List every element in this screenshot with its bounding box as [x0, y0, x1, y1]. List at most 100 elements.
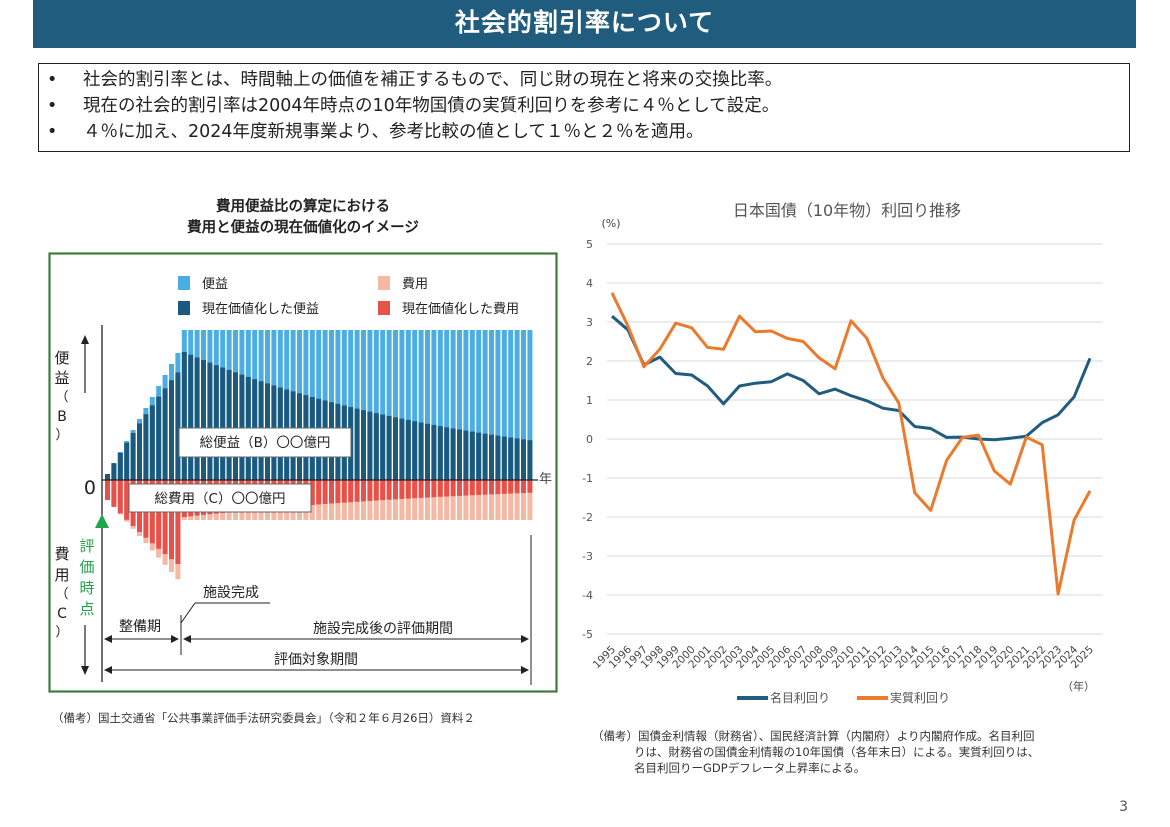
cost-axis-label: 費 用 （ C ） [54, 545, 69, 640]
pv-benefit-bar [162, 388, 168, 480]
pv-benefit-bar [527, 440, 533, 480]
zero-label: 0 [84, 477, 96, 499]
y-tick-label: -2 [582, 511, 593, 524]
pv-benefit-bar [130, 432, 136, 480]
y-tick-label: -1 [582, 472, 593, 485]
pv-cost-bar [405, 480, 411, 499]
pv-cost-bar [162, 480, 168, 555]
legend-pv-benefit-label: 現在価値化した便益 [202, 301, 319, 317]
pv-cost-bar [386, 480, 392, 500]
benefit-bar [431, 330, 437, 480]
facility-complete-label: 施設完成 [203, 585, 259, 601]
pv-benefit-bar [469, 431, 475, 480]
cost-bar [476, 480, 482, 520]
benefit-bar [489, 330, 494, 480]
pv-benefit-bar [418, 422, 424, 480]
chart-grid [607, 243, 1103, 635]
pv-benefit-bar [194, 357, 200, 480]
figure-legend: 便益 現在価値化した便益 費用 現在価値化した費用 [178, 276, 519, 317]
post-eval-arrow-right [521, 635, 529, 643]
pv-benefit-bar [393, 417, 398, 480]
benefit-bar [393, 330, 398, 480]
cost-bar [457, 480, 462, 520]
cost-bar [469, 480, 475, 520]
cost-bar [418, 480, 424, 520]
pv-cost-bar [469, 480, 475, 496]
cost-bar [412, 480, 418, 520]
benefit-bar [469, 330, 475, 480]
cost-arrow-head [81, 666, 89, 675]
benefit-bar [361, 330, 366, 480]
benefit-bar [399, 330, 405, 480]
eval-target-arrow-left [104, 666, 112, 674]
pv-benefit-bar [361, 410, 366, 480]
construction-arrow-left [104, 635, 112, 643]
benefit-bar [521, 330, 526, 480]
pv-benefit-bar [124, 442, 130, 480]
benefit-arrow-head [81, 335, 89, 344]
cost-bar [463, 480, 469, 520]
right-source-note-2: りは、財務省の国債金利情報の10年国債（各年末日）による。実質利回りは、 [634, 745, 1040, 759]
pv-benefit-bar [181, 352, 187, 480]
pv-benefit-bar [373, 413, 379, 480]
cost-bar [501, 480, 507, 520]
x-unit-label: （年） [1062, 679, 1095, 693]
pv-cost-bar [169, 480, 174, 560]
pv-benefit-bar [437, 426, 443, 480]
legend-label-real: 実質利回り [890, 690, 950, 705]
series-line-real [610, 292, 1092, 596]
benefit-bar [348, 330, 354, 480]
svg-text:）: ） [55, 625, 68, 640]
pv-cost-bar [329, 480, 334, 504]
bullet-item: 現在の社会的割引率は2004年時点の10年物国債の実質利回りを参考に４％として設… [39, 93, 1129, 119]
eval-point-label: 評 価 時 点 [79, 537, 94, 618]
pv-benefit-bar [156, 396, 162, 480]
total-cost-box [128, 483, 312, 513]
bullet-item: ４％に加え、2024年度新規事業より、参考比較の値として１％と２％を適用。 [39, 119, 1129, 145]
eval-point-marker [95, 514, 109, 528]
svg-text:用: 用 [54, 566, 69, 584]
pv-benefit-bar [521, 439, 526, 480]
pv-benefit-bar [457, 429, 462, 480]
pv-cost-bar [437, 480, 443, 497]
y-tick-label: -5 [582, 628, 593, 641]
cost-bar [425, 480, 430, 520]
construction-period-label: 整備期 [119, 619, 161, 635]
pv-cost-bar [418, 480, 424, 498]
svg-text:（: （ [55, 587, 68, 602]
benefit-bar [463, 330, 469, 480]
pv-cost-bar [425, 480, 430, 498]
legend-pv-benefit-swatch [178, 301, 190, 315]
pv-benefit-bar [226, 369, 232, 480]
benefit-bar [482, 330, 488, 480]
pv-benefit-bar [354, 408, 360, 480]
pv-benefit-bar [425, 423, 430, 480]
benefit-bar [508, 330, 514, 480]
pv-cost-bar [322, 480, 328, 504]
cost-bar [527, 480, 533, 520]
svg-text:点: 点 [79, 600, 94, 618]
cost-bar [437, 480, 443, 520]
y-unit-label: (%) [601, 217, 620, 230]
y-tick-label: 1 [586, 394, 593, 407]
pv-cost-bar [444, 480, 450, 497]
cost-bar [393, 480, 398, 520]
cost-bar [405, 480, 411, 520]
svg-text:評: 評 [79, 537, 94, 555]
pv-benefit-bar [405, 419, 411, 480]
pv-benefit-bar [463, 430, 469, 480]
pv-cost-bar [156, 480, 162, 549]
pv-cost-bar [450, 480, 456, 497]
pv-cost-bar [476, 480, 482, 495]
pv-benefit-bar [444, 427, 450, 480]
pv-benefit-bar [175, 372, 181, 480]
benefit-bar [341, 330, 347, 480]
pv-benefit-bar [105, 474, 110, 480]
legend-cost-label: 費用 [402, 277, 428, 292]
pv-cost-bar [508, 480, 514, 494]
pv-cost-bar [457, 480, 462, 496]
svg-text:時: 時 [79, 579, 94, 597]
right-source-note-1: （備考）国債金利情報（財務省）、国民経済計算（内閣府）より内閣府作成。名目利回 [592, 729, 1035, 743]
pv-cost-bar [175, 480, 181, 565]
pv-cost-bar [412, 480, 418, 499]
